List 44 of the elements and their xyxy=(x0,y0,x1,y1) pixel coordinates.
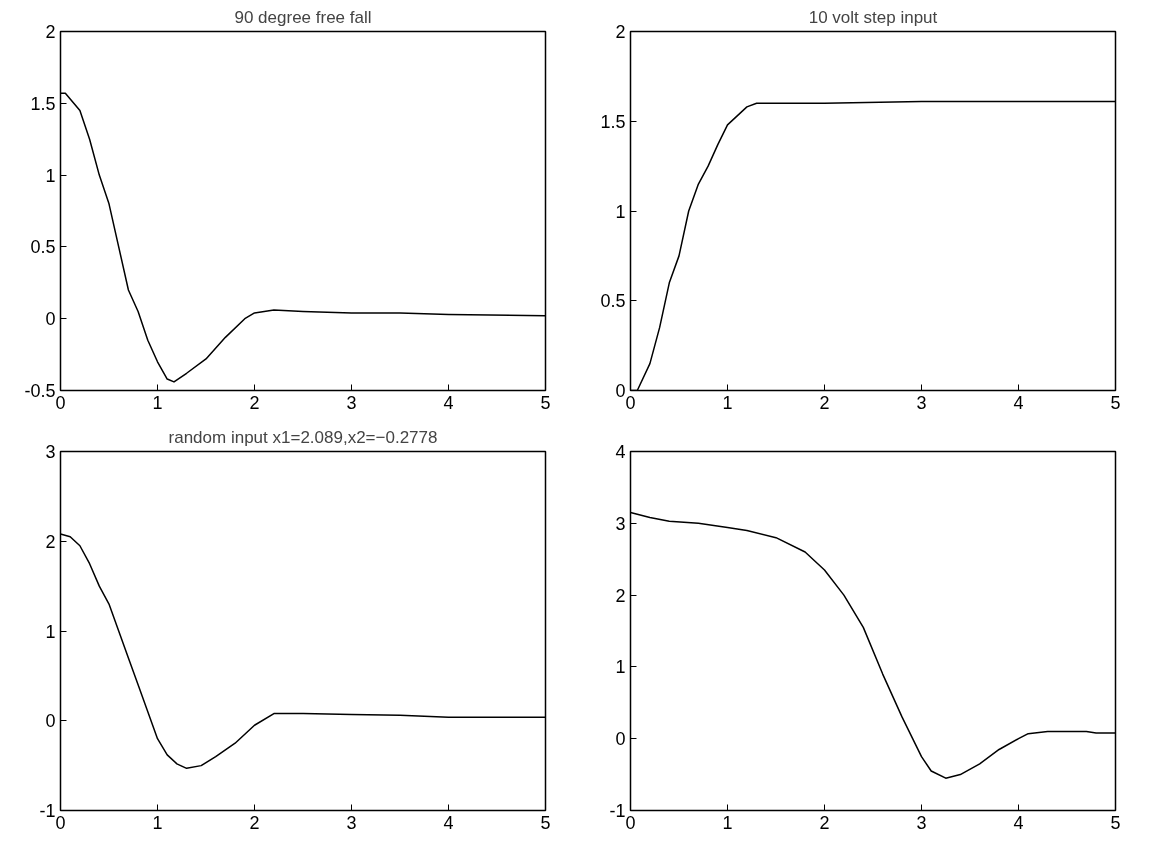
x-tick-label: 2 xyxy=(249,392,260,413)
x-tick-label: 3 xyxy=(916,392,927,413)
y-tick-label: 1 xyxy=(615,201,626,222)
y-tick-label: 1 xyxy=(45,165,56,186)
y-tick-label: 3 xyxy=(615,513,626,534)
y-tick-label: 3 xyxy=(45,442,56,462)
y-tick-label: -1 xyxy=(609,801,626,821)
chart-title: 10 volt step input xyxy=(808,7,938,27)
y-tick-label: 2 xyxy=(615,585,626,606)
x-tick-label: 5 xyxy=(1110,392,1121,413)
y-tick-label: 2 xyxy=(45,22,56,42)
x-tick-label: 5 xyxy=(540,392,551,413)
y-tick-label: 0 xyxy=(45,309,56,330)
x-tick-label: 4 xyxy=(443,812,454,833)
x-tick-label: 5 xyxy=(1110,812,1121,833)
y-tick-label: -1 xyxy=(39,801,56,821)
x-tick-label: 1 xyxy=(722,812,733,833)
y-tick-label: 1.5 xyxy=(30,93,56,114)
x-tick-label: 3 xyxy=(346,812,357,833)
x-tick-label: 2 xyxy=(249,812,260,833)
x-tick-label: 4 xyxy=(1013,392,1024,413)
x-tick-label: 1 xyxy=(152,812,163,833)
x-tick-label: 3 xyxy=(916,812,927,833)
x-tick-label: 1 xyxy=(722,392,733,413)
y-tick-label: 1.5 xyxy=(600,111,626,132)
y-tick-label: 0 xyxy=(45,711,56,732)
y-tick-label: 0.5 xyxy=(30,237,56,258)
y-tick-label: 0.5 xyxy=(600,291,626,312)
x-tick-label: 2 xyxy=(819,392,830,413)
x-tick-label: 4 xyxy=(443,392,454,413)
y-tick-label: 1 xyxy=(45,621,56,642)
y-tick-label: 2 xyxy=(45,531,56,552)
x-tick-label: 2 xyxy=(819,812,830,833)
x-tick-label: 4 xyxy=(1013,812,1024,833)
x-tick-label: 3 xyxy=(346,392,357,413)
y-tick-label: 2 xyxy=(615,22,626,42)
x-tick-label: 5 xyxy=(540,812,551,833)
y-tick-label: 4 xyxy=(615,442,626,462)
y-tick-label: 0 xyxy=(615,729,626,750)
y-tick-label: 1 xyxy=(615,657,626,678)
x-tick-label: 1 xyxy=(152,392,163,413)
y-tick-label: -0.5 xyxy=(24,381,56,401)
chart-title: 90 degree free fall xyxy=(234,7,372,27)
chart-title: random input x1=2.089,x2=−0.2778 xyxy=(168,427,438,447)
